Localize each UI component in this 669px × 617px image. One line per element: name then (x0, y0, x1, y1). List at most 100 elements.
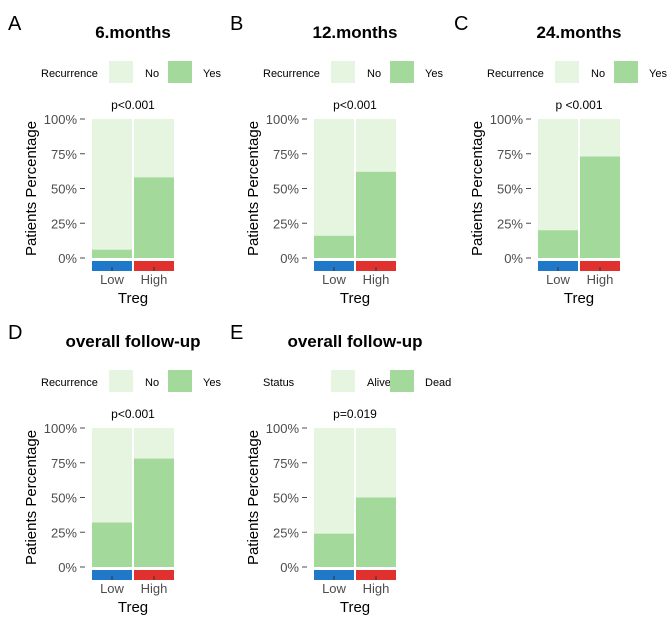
y-tick-label: 50% (51, 491, 77, 506)
chart-title: overall follow-up (65, 332, 200, 351)
x-tick-label: Low (100, 581, 124, 596)
bar-high-yes (580, 156, 620, 258)
legend: Recurrence No Yes (487, 61, 667, 83)
legend-swatch-yes (168, 370, 192, 392)
legend-swatch-no (331, 61, 355, 83)
legend-label: No (367, 68, 381, 80)
y-tick-label: 0% (58, 560, 77, 575)
y-axis-title: Patients Percentage (245, 430, 262, 565)
p-value-annotation: p=0.019 (333, 407, 377, 421)
bar-low-yes (92, 522, 132, 567)
x-tick-label: High (141, 272, 168, 287)
y-tick-label: 75% (497, 147, 523, 162)
group-strip-high (356, 570, 396, 580)
legend-label: Yes (649, 68, 667, 80)
y-tick-label: 100% (44, 421, 78, 436)
bar-high-yes (356, 171, 396, 258)
bar-high-yes (134, 177, 174, 258)
legend-label: No (591, 68, 605, 80)
bar-low-no (92, 119, 132, 250)
y-tick-label: 100% (44, 112, 78, 127)
group-strip-low (314, 261, 354, 271)
x-tick-label: High (141, 581, 168, 596)
x-axis-title: Treg (564, 290, 594, 307)
y-tick-label: 0% (58, 251, 77, 266)
bar-low-no (314, 119, 354, 236)
legend-title: Status (263, 377, 295, 389)
legend-label: Yes (203, 377, 221, 389)
y-tick-label: 75% (273, 456, 299, 471)
y-tick-label: 50% (273, 491, 299, 506)
legend-swatch-yes (614, 61, 638, 83)
bar-high-yes (134, 458, 174, 567)
panel-letter: E (230, 322, 243, 344)
x-tick-label: High (363, 581, 390, 596)
x-tick-label: Low (100, 272, 124, 287)
group-strip-low (314, 570, 354, 580)
bar-high-no (580, 119, 620, 157)
bar-high-no (356, 119, 396, 172)
group-strip-high (134, 570, 174, 580)
y-tick-label: 100% (490, 112, 524, 127)
chart-title: 24.months (536, 23, 621, 42)
legend: Recurrence No Yes (263, 61, 443, 83)
panel-letter: B (230, 13, 243, 35)
y-tick-label: 50% (51, 182, 77, 197)
y-axis-title: Patients Percentage (23, 121, 40, 256)
y-tick-label: 50% (497, 182, 523, 197)
legend-label: Yes (203, 68, 221, 80)
y-tick-label: 0% (280, 560, 299, 575)
bar-low-yes (92, 249, 132, 258)
y-tick-label: 25% (497, 216, 523, 231)
group-strip-high (580, 261, 620, 271)
bar-low-yes (314, 235, 354, 258)
y-tick-label: 75% (51, 147, 77, 162)
legend-swatch-no (555, 61, 579, 83)
legend-swatch-no (109, 61, 133, 83)
y-tick-label: 25% (51, 525, 77, 540)
bar-high-no (134, 428, 174, 459)
legend-title: Recurrence (41, 68, 98, 80)
legend-label: Alive (367, 377, 391, 389)
y-tick-label: 100% (266, 421, 300, 436)
x-tick-label: Low (322, 272, 346, 287)
y-axis-title: Patients Percentage (469, 121, 486, 256)
panel-a: A 6.months Recurrence No Yes p<0.001 Patients … (8, 13, 221, 307)
legend-label: No (145, 68, 159, 80)
y-tick-label: 50% (273, 182, 299, 197)
panel-letter: C (454, 13, 468, 35)
x-tick-label: High (587, 272, 614, 287)
legend: Recurrence No Yes (41, 61, 221, 83)
group-strip-low (538, 261, 578, 271)
y-tick-label: 0% (280, 251, 299, 266)
legend-swatch-yes (168, 61, 192, 83)
y-tick-label: 25% (273, 216, 299, 231)
bar-low-yes (538, 230, 578, 258)
legend-swatch-no (331, 370, 355, 392)
legend-swatch-yes (390, 370, 414, 392)
x-tick-label: Low (546, 272, 570, 287)
bar-low-alive (314, 428, 354, 534)
bar-low-dead (314, 533, 354, 567)
x-axis-title: Treg (118, 290, 148, 307)
panel-letter: D (8, 322, 22, 344)
y-tick-label: 25% (51, 216, 77, 231)
group-strip-low (92, 570, 132, 580)
panel-letter: A (8, 13, 22, 35)
legend-title: Recurrence (41, 377, 98, 389)
p-value-annotation: p <0.001 (555, 98, 602, 112)
legend-label: No (145, 377, 159, 389)
y-tick-label: 25% (273, 525, 299, 540)
y-axis-title: Patients Percentage (23, 430, 40, 565)
panel-c: C 24.months Recurrence No Yes p <0.001 Patient… (454, 13, 667, 307)
x-axis-title: Treg (340, 599, 370, 616)
legend-swatch-yes (390, 61, 414, 83)
bar-high-dead (356, 497, 396, 567)
group-strip-high (134, 261, 174, 271)
x-axis-title: Treg (118, 599, 148, 616)
bar-high-no (134, 119, 174, 178)
panel-b: B 12.months Recurrence No Yes p<0.001 Patients… (230, 13, 443, 307)
y-tick-label: 100% (266, 112, 300, 127)
y-axis-title: Patients Percentage (245, 121, 262, 256)
